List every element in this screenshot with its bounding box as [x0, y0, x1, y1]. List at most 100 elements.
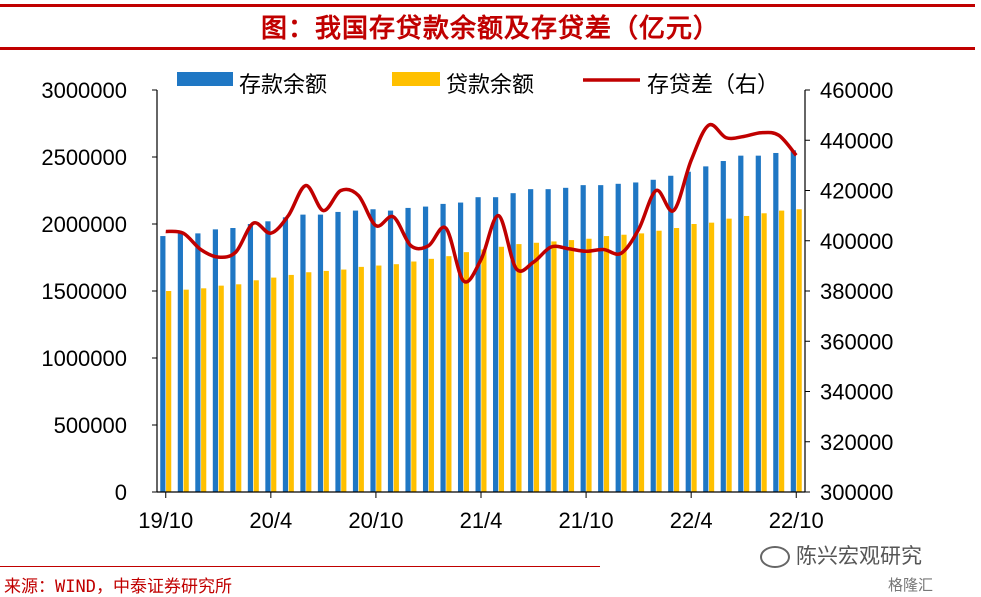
deposit-bar [668, 175, 674, 492]
x-tick-label: 22/4 [670, 508, 713, 533]
deposit-bar [703, 166, 709, 492]
left-tick-label: 1000000 [41, 346, 127, 371]
right-tick-label: 400000 [820, 229, 893, 254]
loan-bar [446, 256, 452, 492]
right-tick-label: 300000 [820, 480, 893, 505]
legend-label-loan: 贷款余额 [446, 73, 534, 98]
watermark-secondary: 格隆汇 [888, 576, 934, 594]
right-tick-label: 460000 [820, 78, 893, 103]
left-tick-label: 1500000 [41, 279, 127, 304]
right-tick-label: 420000 [820, 179, 893, 204]
page-title: 图：我国存贷款余额及存贷差（亿元） [260, 14, 720, 44]
wechat-icon [760, 546, 790, 568]
source-rule [0, 566, 600, 567]
source-note: 来源：WIND，中泰证券研究所 [4, 577, 232, 597]
loan-bar [726, 218, 732, 492]
loan-bar [463, 252, 469, 492]
deposit-bar [352, 210, 359, 492]
deposit-bar [282, 217, 289, 493]
deposit-bar [738, 155, 744, 492]
loan-bar [621, 234, 627, 492]
deposit-bar [475, 197, 481, 492]
left-tick-label: 2500000 [41, 145, 127, 170]
deposit-bar [195, 233, 201, 492]
watermark: 陈兴宏观研究 [760, 540, 922, 570]
deposit-bar [457, 202, 464, 492]
deposit-bar [387, 210, 394, 492]
deposit-bar [265, 221, 271, 492]
loan-bar [481, 249, 487, 492]
legend-label-spread: 存贷差（右） [647, 73, 779, 98]
loan-bar [761, 213, 767, 492]
deposit-bar [300, 214, 306, 492]
loan-bar [744, 215, 750, 492]
loan-bar [253, 280, 259, 492]
loan-bar [306, 272, 312, 492]
x-tick-label: 21/4 [460, 508, 503, 533]
loan-bar [586, 238, 592, 492]
deposit-bar [510, 193, 516, 492]
loan-bar [568, 240, 575, 492]
deposit-bar [598, 185, 604, 492]
loan-bar [779, 210, 785, 492]
loan-bar [288, 274, 294, 492]
deposit-bar [755, 155, 761, 492]
loan-bar [201, 288, 207, 492]
loan-bar [358, 266, 364, 492]
loan-bar [393, 264, 399, 492]
deposit-bar [405, 207, 411, 493]
deposit-bar [370, 209, 376, 492]
title-rule-top [0, 4, 975, 7]
loan-bar [656, 230, 662, 492]
loan-bar [551, 241, 557, 492]
deposit-bar [615, 183, 621, 493]
loan-bar [533, 242, 540, 492]
right-tick-label: 360000 [820, 329, 893, 354]
deposit-bar [317, 214, 324, 492]
loan-bar [603, 236, 610, 492]
x-tick-label: 19/10 [138, 508, 193, 533]
loan-bar [708, 222, 715, 492]
legend-label-deposit: 存款余额 [239, 73, 327, 98]
x-tick-label: 20/4 [249, 508, 292, 533]
right-tick-label: 340000 [820, 380, 893, 405]
deposit-bar [790, 150, 796, 493]
deposit-bar [545, 189, 551, 492]
loan-bar [673, 228, 680, 492]
deposit-bar [720, 161, 726, 492]
left-tick-label: 3000000 [41, 78, 127, 103]
loan-bar [691, 224, 697, 492]
loan-bar [638, 233, 645, 492]
right-tick-label: 440000 [820, 128, 893, 153]
deposit-bar [563, 187, 569, 492]
deposit-bar [212, 229, 218, 493]
loan-bar [271, 277, 277, 492]
spread-line [165, 122, 798, 284]
deposit-bar [160, 236, 166, 492]
loan-bar [218, 285, 224, 492]
deposit-bar [335, 211, 341, 492]
deposit-bar [528, 189, 534, 492]
loan-bar [236, 284, 242, 492]
left-tick-label: 2000000 [41, 212, 127, 237]
loan-bar [411, 261, 417, 492]
x-tick-label: 21/10 [559, 508, 614, 533]
left-tick-label: 500000 [54, 413, 127, 438]
deposit-bar [685, 171, 691, 493]
loan-bar [183, 289, 189, 492]
title-rule-bottom [0, 47, 975, 50]
loan-bar [166, 291, 172, 492]
legend-swatch-deposit [177, 72, 233, 86]
deposit-bar [440, 203, 446, 492]
loan-bar [498, 246, 505, 492]
loan-bar [796, 209, 802, 492]
deposit-bar [493, 197, 499, 492]
deposit-bar [773, 152, 779, 493]
loan-bar [323, 270, 329, 492]
x-tick-label: 20/10 [348, 508, 403, 533]
deposit-bar [230, 228, 236, 492]
loan-bar [376, 265, 382, 492]
deposit-bar [247, 224, 254, 492]
deposit-bar [422, 206, 429, 492]
